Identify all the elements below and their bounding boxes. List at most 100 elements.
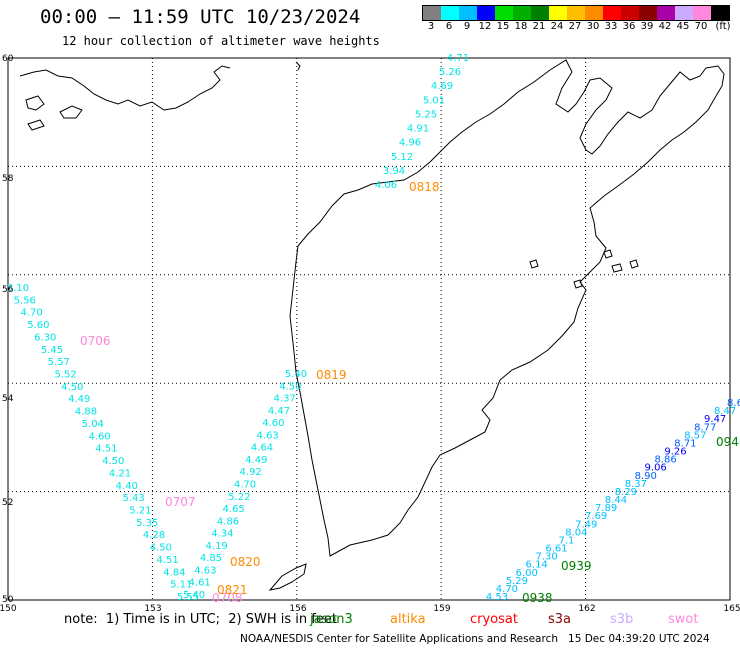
lat-tick-label: 58: [2, 174, 14, 184]
graticule: [8, 58, 730, 600]
satellite-s3a: s3a: [548, 612, 572, 627]
swh-value-label: 5.10: [7, 283, 29, 294]
swh-value-label: 5.04: [82, 419, 104, 430]
pass-time-0939: 0939: [561, 559, 592, 573]
swh-value-label: 5.25: [415, 109, 437, 120]
swh-value-label: 4.49: [245, 455, 267, 466]
lat-tick-label: 50: [2, 595, 14, 605]
swh-value-label: 4.65: [223, 504, 245, 515]
swh-value-label: 4.70: [234, 480, 256, 491]
swh-value-label: 9.06: [645, 463, 667, 474]
pass-time-0820: 0820: [230, 555, 261, 569]
legend-label: 3: [427, 21, 435, 32]
legend-swatch: [441, 6, 459, 20]
swh-value-label: 3.94: [383, 166, 405, 177]
credit-center: NOAA/NESDIS Center for Satellite Applica…: [240, 633, 558, 645]
swh-value-label: 8.47: [714, 406, 736, 417]
swh-value-label: 5.22: [228, 492, 250, 503]
legend-label: 18: [514, 21, 528, 32]
swh-value-label: 4.91: [407, 124, 429, 135]
lat-tick-label: 60: [2, 54, 14, 64]
swh-value-label: 5.35: [136, 518, 158, 529]
swh-value-label: 4.21: [109, 468, 131, 479]
legend-swatch: [639, 6, 657, 20]
swh-value-label: 5.21: [129, 505, 151, 516]
legend-swatch: [495, 6, 513, 20]
legend-swatch: [549, 6, 567, 20]
swh-value-label: 5.01: [423, 95, 445, 106]
pass-time-labels: 0706 0707 0708 0818 0819 0820 0821 0938 0939 094: [80, 180, 739, 605]
legend-label: 45: [676, 21, 690, 32]
lat-tick-label: 54: [2, 394, 14, 404]
legend-label: 12: [478, 21, 492, 32]
swh-value-label: 8.90: [635, 471, 657, 482]
swh-value-label: 5.60: [27, 320, 49, 331]
legend-swatch: [567, 6, 585, 20]
satellite-cryosat: cryosat: [470, 612, 518, 627]
swh-value-label: 9.26: [664, 447, 686, 458]
legend-label: 33: [604, 21, 618, 32]
legend-swatch: [459, 6, 477, 20]
pass-time-0708: 0708: [212, 591, 243, 605]
swh-value-label: 8.57: [684, 430, 706, 441]
swh-value-label: 4.50: [279, 381, 301, 392]
satellite-s3b: s3b: [610, 612, 634, 627]
swh-value-label: 4.19: [206, 541, 228, 552]
map-subtitle: 12 hour collection of altimeter wave hei…: [62, 34, 380, 48]
swh-value-label: 4.88: [75, 407, 97, 418]
swh-value-label: 4.51: [156, 555, 178, 566]
swh-value-label: 8.86: [654, 455, 676, 466]
legend-swatch: [711, 6, 729, 20]
legend-swatch: [585, 6, 603, 20]
legend-label: 24: [550, 21, 564, 32]
coastline-kamchatka: [268, 59, 725, 591]
swh-value-label: 5.40: [183, 590, 205, 601]
satellite-altika: altika: [390, 612, 426, 627]
color-scale-legend: [422, 5, 730, 21]
swh-value-label: 8.29: [615, 487, 637, 498]
swh-value-label: 8.37: [625, 479, 647, 490]
pass-time-0938: 0938: [522, 591, 553, 605]
legend-swatch: [477, 6, 495, 20]
swh-value-label: 4.06: [375, 180, 397, 191]
swh-value-label: 5.43: [122, 493, 144, 504]
legend-swatch: [621, 6, 639, 20]
swh-value-label: 4.47: [268, 406, 290, 417]
legend-swatch: [531, 6, 549, 20]
pass-time-0818: 0818: [409, 180, 440, 194]
altimeter-tracks: 5.105.564.705.606.305.455.575.524.504.49…: [7, 53, 740, 603]
swh-value-label: 4.34: [211, 529, 233, 540]
swh-value-label: 8.44: [605, 495, 627, 506]
legend-swatch: [423, 6, 441, 20]
swh-value-label: 7.30: [535, 552, 557, 563]
footnote: note: 1) Time is in UTC; 2) SWH is in fe…: [64, 612, 337, 627]
axis-tick-labels: 150 153 156 159 162 165 60 58 56 54 52 50: [0, 54, 740, 614]
swh-value-label: 4.71: [447, 53, 469, 64]
swh-value-label: 4.70: [496, 584, 518, 595]
credit-timestamp: 15 Dec 04:39:20 UTC 2024: [568, 633, 710, 645]
swh-value-label: 4.60: [262, 418, 284, 429]
legend-swatch: [675, 6, 693, 20]
pass-time-0819: 0819: [316, 368, 347, 382]
lon-tick-label: 153: [144, 604, 161, 614]
swh-value-label: 4.70: [20, 308, 42, 319]
coastline-okhotsk-north: [19, 61, 301, 131]
swh-value-label: 8.04: [565, 527, 587, 538]
lat-tick-label: 52: [2, 498, 13, 508]
swh-value-label: 4.96: [399, 138, 421, 149]
swh-value-label: 5.26: [439, 67, 461, 78]
pass-time-0706: 0706: [80, 334, 111, 348]
swh-value-label: 4.51: [95, 444, 117, 455]
satellite-swot: swot: [668, 612, 699, 627]
swh-value-label: 6.14: [526, 560, 548, 571]
swh-value-label: 4.63: [257, 430, 279, 441]
legend-swatch: [603, 6, 621, 20]
map-title: 00:00 – 11:59 UTC 10/23/2024: [40, 6, 361, 28]
swh-value-label: 7.1: [558, 535, 574, 546]
lat-tick-label: 56: [2, 285, 14, 295]
swh-value-label: 5.56: [14, 295, 36, 306]
small-islands: [529, 249, 639, 289]
lon-tick-label: 165: [723, 604, 740, 614]
